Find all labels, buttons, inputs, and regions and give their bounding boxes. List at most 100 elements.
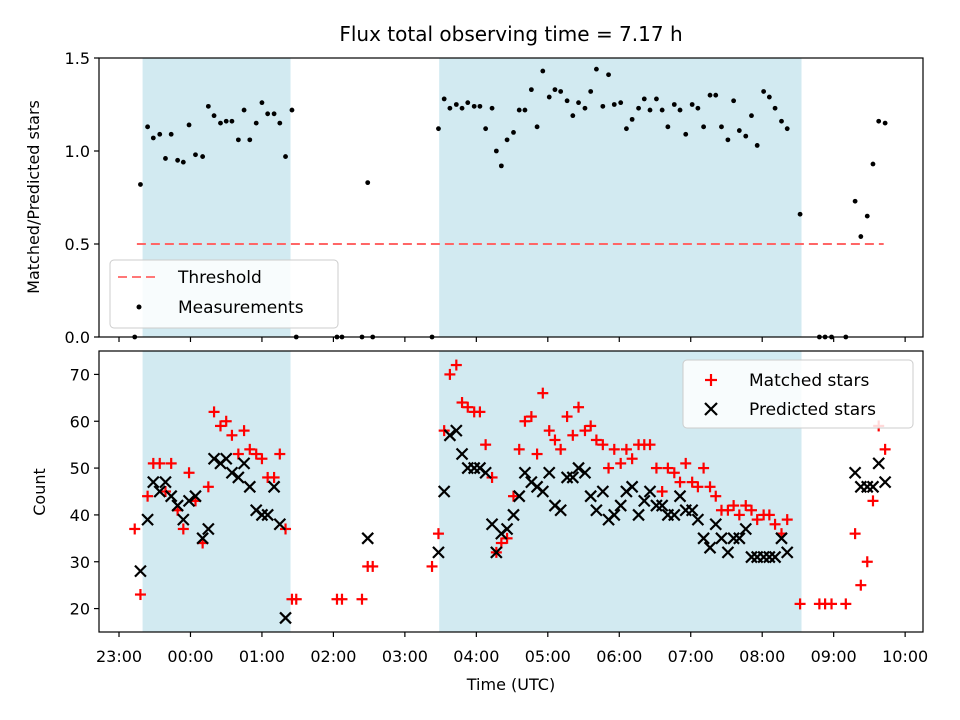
predicted-star-point	[650, 499, 663, 512]
predicted-star-point	[507, 508, 520, 522]
measurement-point	[641, 96, 647, 102]
predicted-star-point	[632, 508, 645, 522]
matched-star-point	[450, 359, 462, 371]
matched-star-point	[855, 579, 867, 591]
measurement-point	[528, 87, 534, 93]
x-tick-label: 00:00	[167, 647, 213, 666]
measurement-point	[200, 154, 206, 159]
matched-star-point	[745, 504, 757, 516]
measurement-point	[241, 107, 247, 113]
predicted-star-point	[536, 485, 550, 498]
matched-star-point	[763, 509, 775, 521]
legend-predicted-swatch	[704, 402, 718, 416]
measurement-point	[707, 92, 713, 98]
count-y-axis-label: Count	[30, 468, 49, 516]
predicted-star-point	[625, 480, 639, 494]
ratio-panel: 0.0 0.5 1.0 1.5 Matched/Predicted stars Thr…	[24, 49, 924, 347]
matched-star-point	[710, 490, 722, 502]
measurement-point	[797, 211, 803, 217]
matched-star-point	[356, 593, 368, 605]
predicted-star-point	[584, 489, 597, 503]
measurement-point	[636, 105, 641, 111]
predicted-star-point	[691, 513, 705, 526]
measurement-point	[511, 130, 516, 135]
x-tick-label: 10:00	[882, 647, 928, 666]
matched-star-point	[462, 401, 474, 413]
measurement-point	[522, 107, 528, 113]
measurement-point	[654, 96, 659, 102]
predicted-star-point	[361, 532, 374, 545]
predicted-star-point	[500, 522, 514, 536]
predicted-star-point	[721, 546, 735, 559]
predicted-star-point	[866, 480, 880, 494]
matched-star-point	[668, 467, 680, 479]
x-tick-label: 02:00	[310, 647, 356, 666]
predicted-star-point	[848, 466, 862, 480]
measurement-point	[611, 102, 617, 107]
matched-star-point	[656, 486, 668, 497]
measurement-point	[229, 118, 235, 124]
measurement-point	[498, 163, 504, 169]
y-tick-label: 40	[70, 506, 90, 525]
measurement-point	[772, 105, 778, 111]
x-tick-label: 08:00	[739, 647, 785, 666]
predicted-star-point	[467, 461, 481, 475]
matched-star-point	[177, 523, 189, 535]
matched-star-point	[567, 429, 579, 441]
measurement-point	[677, 107, 683, 113]
measurement-point	[453, 102, 459, 107]
measurement-point	[465, 100, 471, 106]
matched-star-point	[620, 443, 632, 455]
predicted-star-point	[443, 429, 457, 442]
predicted-star-point	[279, 611, 292, 625]
matched-star-point	[154, 457, 166, 469]
matched-star-point	[486, 471, 498, 483]
y-tick-label: 1.0	[65, 142, 90, 161]
matched-star-point	[608, 443, 620, 455]
matched-star-point	[867, 495, 879, 507]
matched-star-point	[585, 420, 597, 432]
predicted-star-point	[780, 546, 794, 559]
matched-star-point	[256, 453, 268, 465]
legend-measurement-swatch	[136, 304, 142, 310]
x-tick-label: 01:00	[239, 647, 285, 666]
matched-star-point	[733, 509, 745, 521]
predicted-star-point	[715, 532, 728, 545]
predicted-star-point	[572, 461, 585, 475]
matched-star-point	[849, 528, 861, 540]
ratio-legend: Threshold Measurements	[109, 259, 339, 329]
measurement-point	[516, 107, 522, 113]
measurement-point	[754, 143, 760, 148]
legend-threshold-label: Threshold	[177, 268, 262, 288]
matched-star-point	[165, 457, 177, 469]
matched-star-point	[573, 401, 585, 413]
measurement-point	[365, 180, 371, 186]
measurement-point	[870, 161, 876, 167]
matched-star-point	[513, 443, 525, 455]
measurement-point	[534, 124, 540, 130]
measurement-point	[540, 68, 546, 74]
matched-star-point	[238, 425, 250, 437]
measurement-point	[145, 124, 150, 130]
measurement-point	[271, 111, 277, 117]
predicted-star-point	[727, 532, 740, 545]
predicted-star-point	[614, 499, 627, 512]
x-tick-label: 09:00	[811, 647, 857, 666]
predicted-star-point	[542, 466, 556, 480]
matched-star-point	[208, 406, 220, 418]
measurement-point	[736, 128, 742, 133]
measurement-point	[576, 100, 581, 106]
predicted-star-point	[437, 485, 451, 498]
measurement-point	[186, 122, 192, 128]
matched-star-point	[603, 462, 615, 474]
measurement-point	[163, 156, 168, 161]
predicted-star-point	[643, 485, 657, 498]
predicted-star-point	[159, 475, 172, 489]
matched-star-point	[202, 481, 214, 493]
measurement-point	[283, 154, 288, 159]
matched-star-point	[367, 560, 379, 572]
measurement-point	[719, 124, 724, 130]
matched-star-point	[214, 420, 226, 432]
predicted-star-point	[703, 541, 717, 554]
matched-star-point	[549, 434, 561, 446]
